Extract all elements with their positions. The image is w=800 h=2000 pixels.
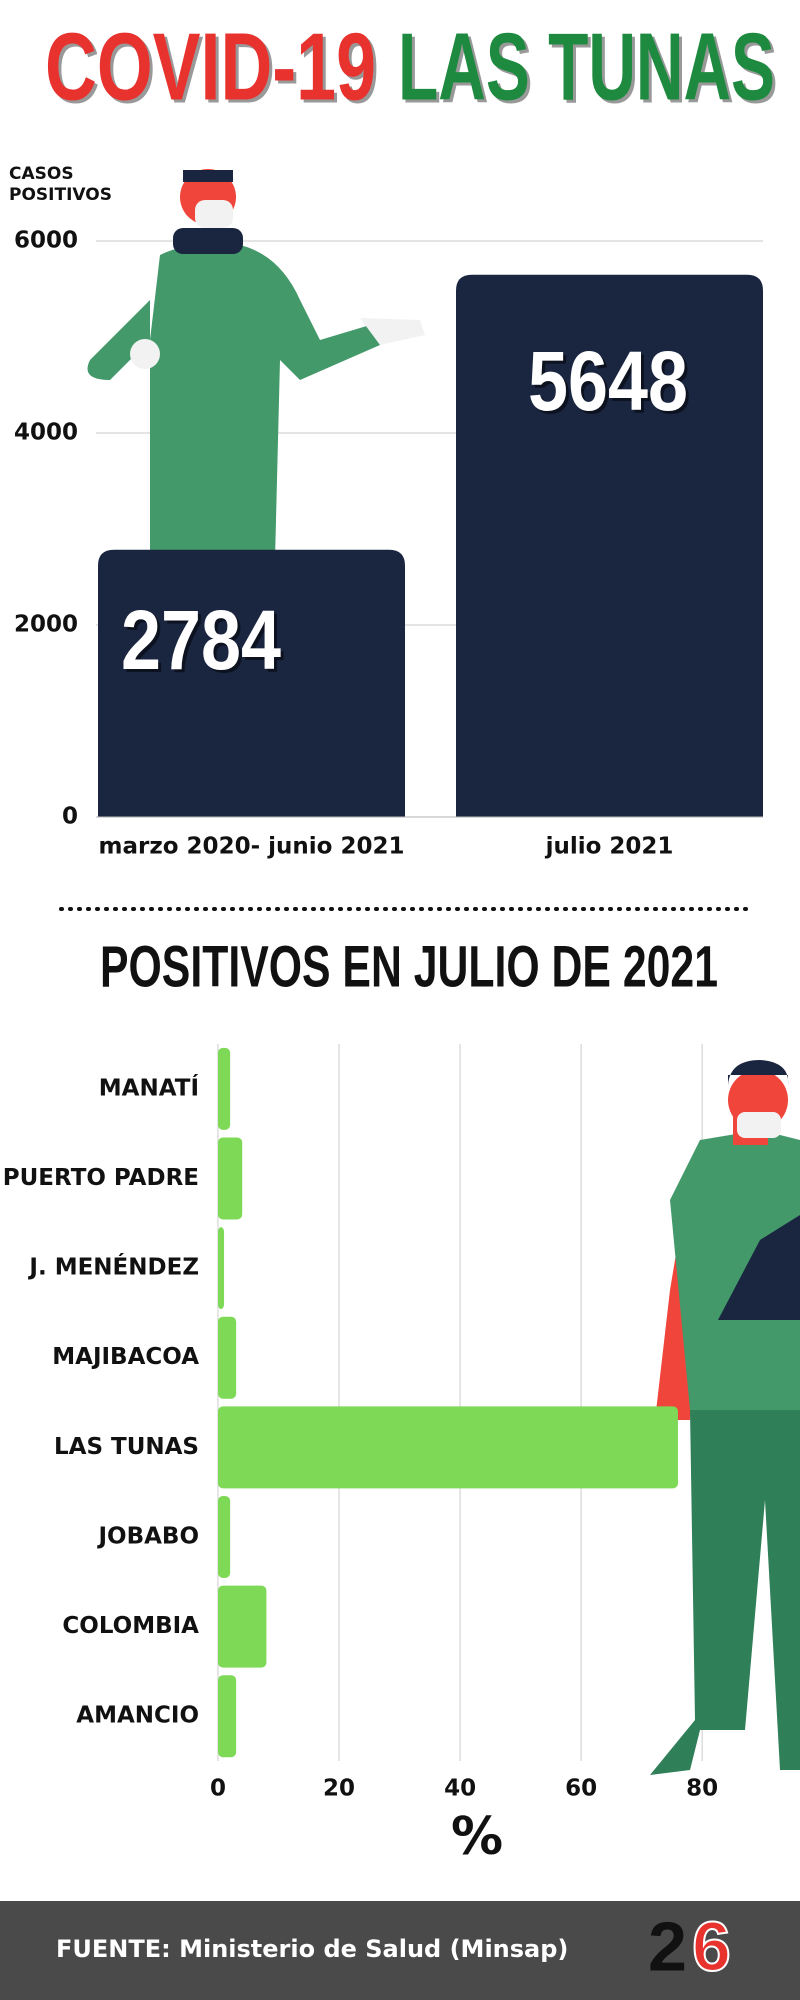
chart-title: POSITIVOS EN JULIO DE 2021 xyxy=(100,934,718,999)
bar xyxy=(218,1137,243,1220)
bar xyxy=(218,1585,267,1668)
chart xyxy=(217,1044,703,1761)
value-label: 5648 xyxy=(528,334,688,428)
y-tick-label: 4000 xyxy=(14,420,78,446)
source: FUENTE: Ministerio de Salud (Minsap) xyxy=(56,1935,568,1963)
x-tick-label: 20 xyxy=(323,1776,355,1802)
bar xyxy=(218,1406,678,1489)
bar xyxy=(218,1316,237,1399)
value-label-shadow: 5648 xyxy=(531,337,691,431)
y-tick-label: 6000 xyxy=(14,228,78,254)
bar xyxy=(98,549,405,817)
y-tick-label: PUERTO PADRE xyxy=(3,1165,199,1191)
title: COVID-19 xyxy=(45,13,376,120)
x-axis-label: % xyxy=(451,1807,503,1867)
y-tick-label: MAJIBACOA xyxy=(52,1344,199,1370)
logo: 6 xyxy=(692,1907,731,1985)
y-tick-label: J. MENÉNDEZ xyxy=(27,1253,199,1281)
y-tick-label: LAS TUNAS xyxy=(54,1434,199,1460)
value-label: 2784 xyxy=(121,593,281,687)
bar xyxy=(218,1047,231,1130)
y-tick-label: AMANCIO xyxy=(76,1703,199,1729)
y-tick-label: 0 xyxy=(62,804,78,830)
bar xyxy=(456,274,763,817)
x-tick-label: 60 xyxy=(565,1776,597,1802)
x-tick-label: julio 2021 xyxy=(545,834,674,860)
value-label-shadow: 2784 xyxy=(124,596,284,690)
x-tick-label: 40 xyxy=(444,1776,476,1802)
title: LAS TUNAS xyxy=(398,13,775,120)
bar xyxy=(218,1495,231,1578)
bar xyxy=(218,1675,237,1758)
illustration-doctor xyxy=(87,169,425,560)
y-tick-label: 2000 xyxy=(14,612,78,638)
y-tick-label: JOBABO xyxy=(96,1523,199,1549)
illustration-doctor xyxy=(650,1060,800,1775)
footer-background xyxy=(0,1901,800,2000)
x-tick-label: marzo 2020- junio 2021 xyxy=(99,834,405,860)
y-tick-label: COLOMBIA xyxy=(62,1613,199,1639)
title-shadow: COVID-19 xyxy=(48,16,379,123)
y-tick-label: MANATÍ xyxy=(99,1073,199,1101)
x-tick-label: 80 xyxy=(686,1776,718,1802)
x-tick-label: 0 xyxy=(210,1776,226,1802)
bar xyxy=(218,1227,225,1310)
title-shadow: LAS TUNAS xyxy=(401,16,778,123)
y-axis-label: CASOS POSITIVOS xyxy=(9,164,112,205)
logo: 2 xyxy=(648,1907,687,1985)
